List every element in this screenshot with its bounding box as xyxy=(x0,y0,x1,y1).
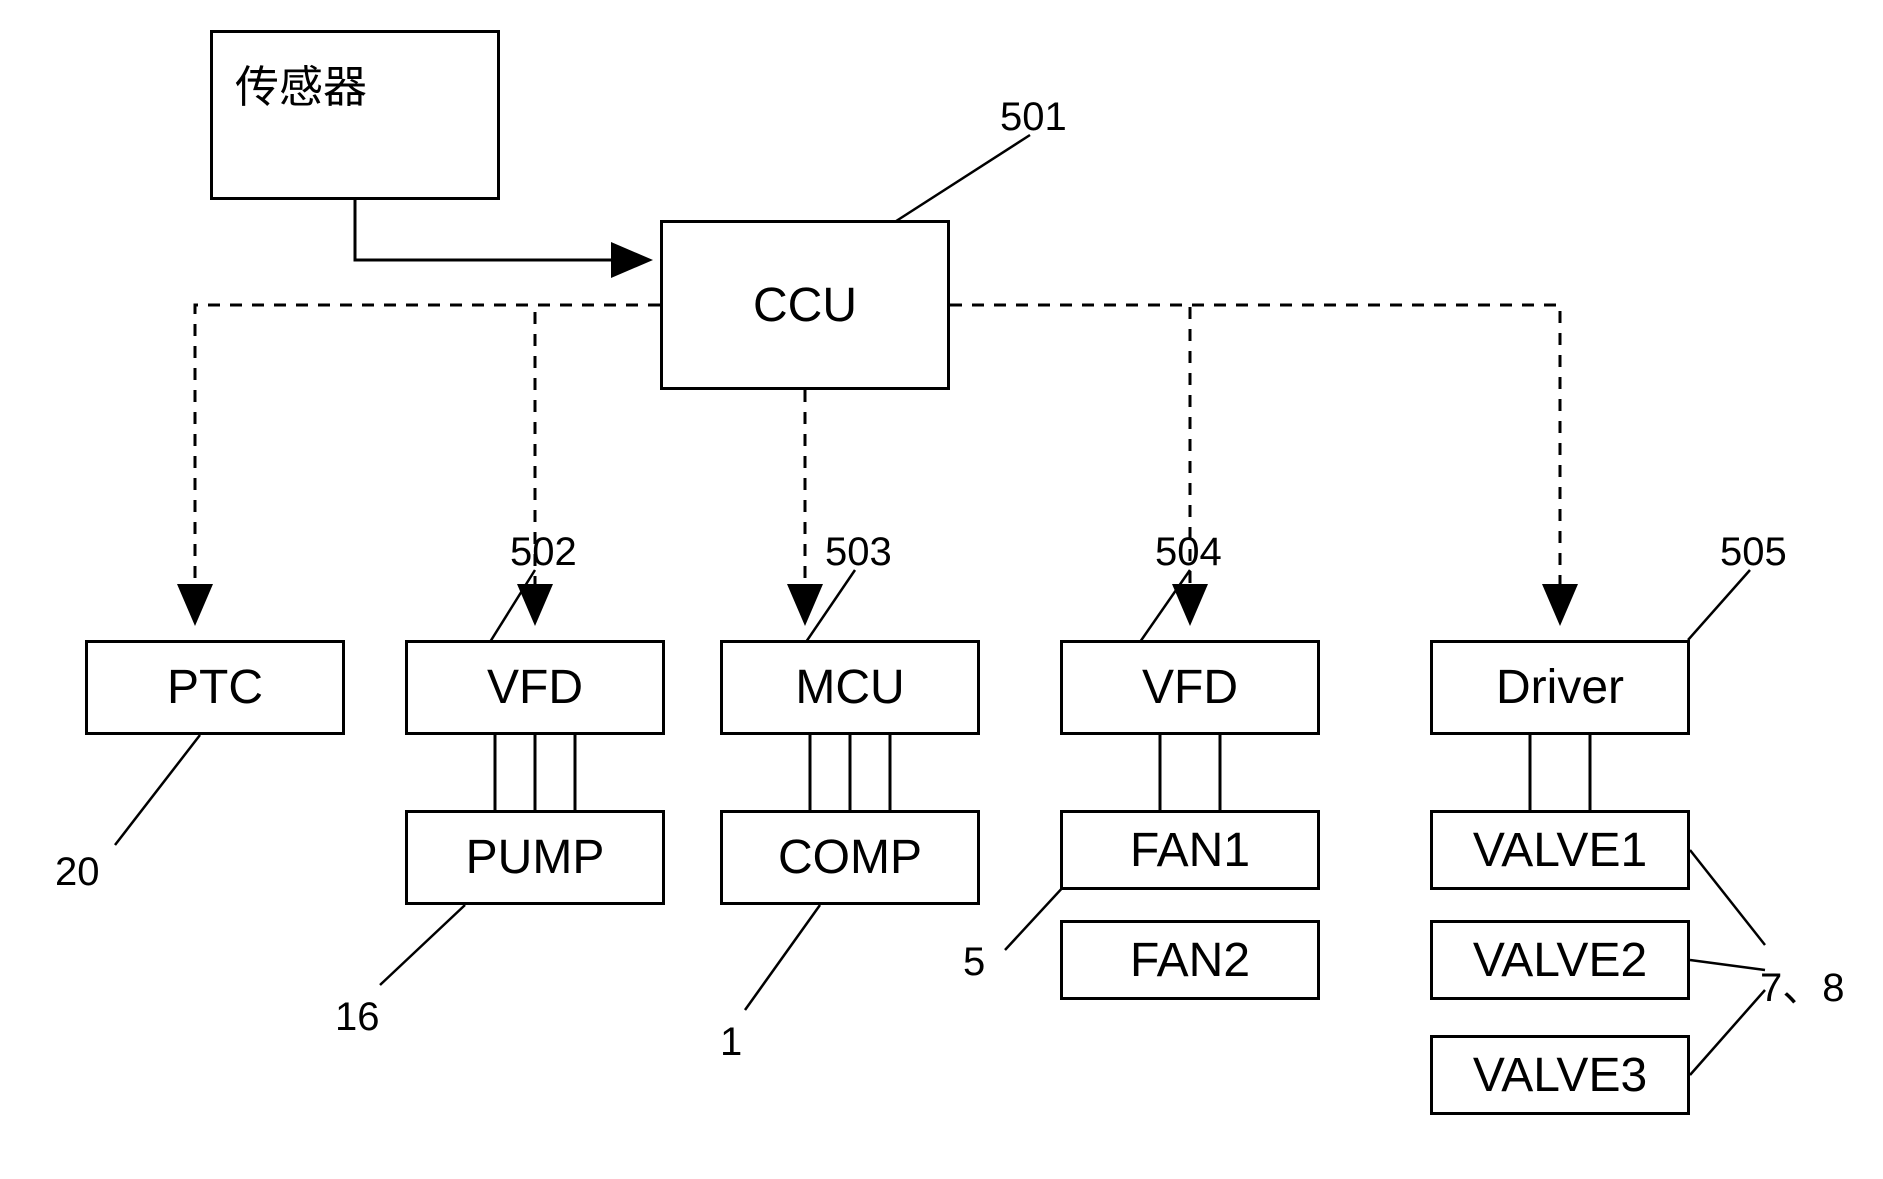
driver-label: Driver xyxy=(1496,660,1624,715)
fan2-box: FAN2 xyxy=(1060,920,1320,1000)
valve1-box: VALVE1 xyxy=(1430,810,1690,890)
valve3-box: VALVE3 xyxy=(1430,1035,1690,1115)
pump-label: PUMP xyxy=(466,830,605,885)
comp-label: COMP xyxy=(778,830,922,885)
ref-503: 503 xyxy=(825,530,892,575)
sensor-label: 传感器 xyxy=(235,51,367,115)
vfd1-label: VFD xyxy=(487,660,583,715)
fan1-box: FAN1 xyxy=(1060,810,1320,890)
ref-504: 504 xyxy=(1155,530,1222,575)
vfd2-label: VFD xyxy=(1142,660,1238,715)
ptc-label: PTC xyxy=(167,660,263,715)
comp-box: COMP xyxy=(720,810,980,905)
pump-box: PUMP xyxy=(405,810,665,905)
vfd2-box: VFD xyxy=(1060,640,1320,735)
valve2-box: VALVE2 xyxy=(1430,920,1690,1000)
vfd1-box: VFD xyxy=(405,640,665,735)
ref-78: 7、8 xyxy=(1760,955,1845,1013)
ref-16: 16 xyxy=(335,995,380,1040)
ref-501: 501 xyxy=(1000,95,1067,140)
valve3-label: VALVE3 xyxy=(1473,1048,1647,1103)
ref-505: 505 xyxy=(1720,530,1787,575)
driver-box: Driver xyxy=(1430,640,1690,735)
ref-20: 20 xyxy=(55,850,100,895)
fan1-label: FAN1 xyxy=(1130,823,1250,878)
ptc-box: PTC xyxy=(85,640,345,735)
mcu-box: MCU xyxy=(720,640,980,735)
ref-5: 5 xyxy=(963,940,985,985)
valve2-label: VALVE2 xyxy=(1473,933,1647,988)
ccu-box: CCU xyxy=(660,220,950,390)
ref-502: 502 xyxy=(510,530,577,575)
sensor-box: 传感器 xyxy=(210,30,500,200)
valve1-label: VALVE1 xyxy=(1473,823,1647,878)
fan2-label: FAN2 xyxy=(1130,933,1250,988)
mcu-label: MCU xyxy=(795,660,904,715)
ref-1: 1 xyxy=(720,1020,742,1065)
ccu-label: CCU xyxy=(753,278,857,333)
